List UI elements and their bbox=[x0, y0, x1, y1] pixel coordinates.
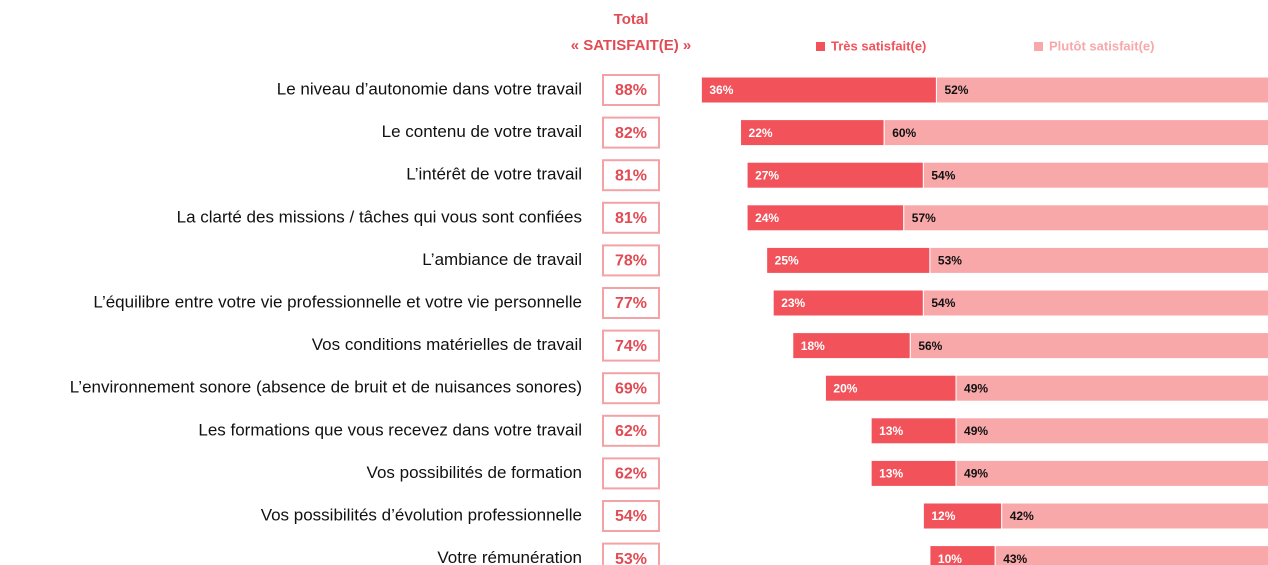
legend-swatch bbox=[816, 42, 825, 51]
total-label: 62% bbox=[615, 466, 647, 483]
value-label: 53% bbox=[938, 254, 962, 268]
total-box bbox=[602, 500, 660, 532]
total-label: 82% bbox=[615, 125, 647, 142]
category-label: L’équilibre entre votre vie professionne… bbox=[93, 292, 582, 311]
total-label: 78% bbox=[615, 253, 647, 270]
category-label: Le contenu de votre travail bbox=[382, 122, 582, 141]
total-box bbox=[602, 542, 660, 565]
total-title: Total bbox=[614, 11, 649, 28]
total-label: 53% bbox=[615, 551, 647, 565]
legend-label: Très satisfait(e) bbox=[831, 38, 926, 53]
category-label: Le niveau d’autonomie dans votre travail bbox=[277, 79, 582, 98]
total-box bbox=[602, 372, 660, 405]
bar-segment bbox=[700, 76, 937, 104]
value-label: 20% bbox=[833, 381, 857, 395]
bar-segment bbox=[929, 246, 1268, 274]
value-label: 54% bbox=[931, 296, 955, 310]
bar-segment bbox=[792, 332, 911, 360]
category-label: Votre rémunération bbox=[437, 548, 582, 565]
total-label: 81% bbox=[615, 210, 647, 227]
category-label: Vos possibilités d’évolution professionn… bbox=[261, 505, 582, 524]
value-label: 57% bbox=[912, 211, 936, 225]
value-label: 12% bbox=[931, 509, 955, 523]
total-box bbox=[602, 116, 660, 149]
value-label: 25% bbox=[775, 254, 799, 268]
total-label: 74% bbox=[615, 338, 647, 355]
bar-segment bbox=[955, 374, 1268, 402]
category-label: Vos conditions matérielles de travail bbox=[312, 335, 582, 354]
value-label: 49% bbox=[964, 467, 988, 481]
category-label: L’intérêt de votre travail bbox=[406, 165, 582, 184]
value-label: 43% bbox=[1003, 552, 1027, 565]
bar-segment bbox=[1001, 502, 1268, 530]
legend-swatch bbox=[1034, 42, 1043, 51]
total-label: 69% bbox=[615, 380, 647, 397]
value-label: 56% bbox=[918, 339, 942, 353]
value-label: 52% bbox=[944, 83, 968, 97]
total-label: 88% bbox=[615, 82, 647, 99]
value-label: 22% bbox=[749, 126, 773, 140]
total-box bbox=[602, 159, 660, 192]
total-box bbox=[602, 287, 660, 319]
bar-segment bbox=[903, 204, 1268, 232]
bar-segment bbox=[909, 332, 1268, 360]
total-box bbox=[602, 244, 660, 277]
bar-segment bbox=[870, 417, 957, 445]
total-box bbox=[602, 329, 660, 362]
bar-segment bbox=[955, 417, 1268, 445]
legend-label: Plutôt satisfait(e) bbox=[1049, 38, 1154, 53]
value-label: 42% bbox=[1010, 509, 1034, 523]
bar-segment bbox=[922, 161, 1268, 189]
value-label: 60% bbox=[892, 126, 916, 140]
bar-segment bbox=[994, 545, 1268, 565]
total-label: 81% bbox=[615, 167, 647, 184]
bar-segment bbox=[955, 459, 1268, 487]
total-label: 62% bbox=[615, 423, 647, 440]
bar-segment bbox=[746, 161, 924, 189]
bar-segment bbox=[870, 459, 957, 487]
bar-segment bbox=[922, 502, 1003, 530]
category-label: L’environnement sonore (absence de bruit… bbox=[70, 378, 582, 397]
total-title: « SATISFAIT(E) » bbox=[571, 37, 692, 54]
value-label: 36% bbox=[709, 83, 733, 97]
total-box bbox=[602, 201, 660, 234]
bar-segment bbox=[766, 246, 931, 274]
value-label: 24% bbox=[755, 211, 779, 225]
value-label: 23% bbox=[781, 296, 805, 310]
total-box bbox=[602, 457, 660, 490]
value-label: 49% bbox=[964, 381, 988, 395]
value-label: 10% bbox=[938, 552, 962, 565]
bar-segment bbox=[922, 289, 1268, 317]
value-label: 54% bbox=[931, 168, 955, 182]
category-label: L’ambiance de travail bbox=[422, 250, 582, 269]
value-label: 13% bbox=[879, 467, 903, 481]
bar-segment bbox=[746, 204, 905, 232]
total-label: 77% bbox=[615, 295, 647, 312]
total-box bbox=[602, 74, 660, 106]
category-label: La clarté des missions / tâches qui vous… bbox=[177, 207, 582, 226]
value-label: 27% bbox=[755, 168, 779, 182]
value-label: 13% bbox=[879, 424, 903, 438]
total-box bbox=[602, 414, 660, 447]
category-label: Vos possibilités de formation bbox=[367, 463, 582, 482]
bar-segment bbox=[883, 119, 1268, 147]
total-label: 54% bbox=[615, 508, 647, 525]
bar-segment bbox=[935, 76, 1268, 104]
category-label: Les formations que vous recevez dans vot… bbox=[198, 420, 582, 439]
bar-segment bbox=[740, 119, 885, 147]
value-label: 18% bbox=[801, 339, 825, 353]
value-label: 49% bbox=[964, 424, 988, 438]
